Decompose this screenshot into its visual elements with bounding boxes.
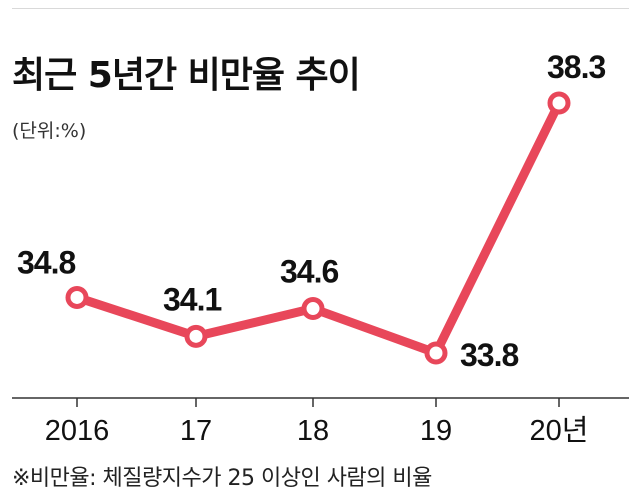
data-label: 34.1: [163, 281, 221, 317]
x-tick-label: 17: [180, 415, 212, 447]
footnote: ※비만율: 체질량지수가 25 이상인 사람의 비율: [12, 466, 432, 491]
data-point: [65, 285, 89, 309]
x-tick-label: 19: [420, 415, 452, 447]
x-tick-label: 18: [297, 415, 329, 447]
data-label: 34.6: [280, 254, 338, 290]
data-label: 34.8: [17, 244, 75, 280]
unit-label: (단위:%): [12, 120, 87, 142]
x-tick-label: 20년: [530, 415, 589, 447]
chart-title: 최근 5년간 비만율 추이: [12, 55, 361, 96]
top-rule: [12, 8, 629, 9]
data-label: 33.8: [460, 337, 518, 373]
data-point: [424, 341, 448, 365]
x-tick-label: 2016: [45, 415, 110, 447]
data-point: [547, 91, 571, 115]
data-label: 38.3: [547, 49, 605, 85]
data-point: [301, 297, 325, 321]
data-point: [184, 324, 208, 348]
